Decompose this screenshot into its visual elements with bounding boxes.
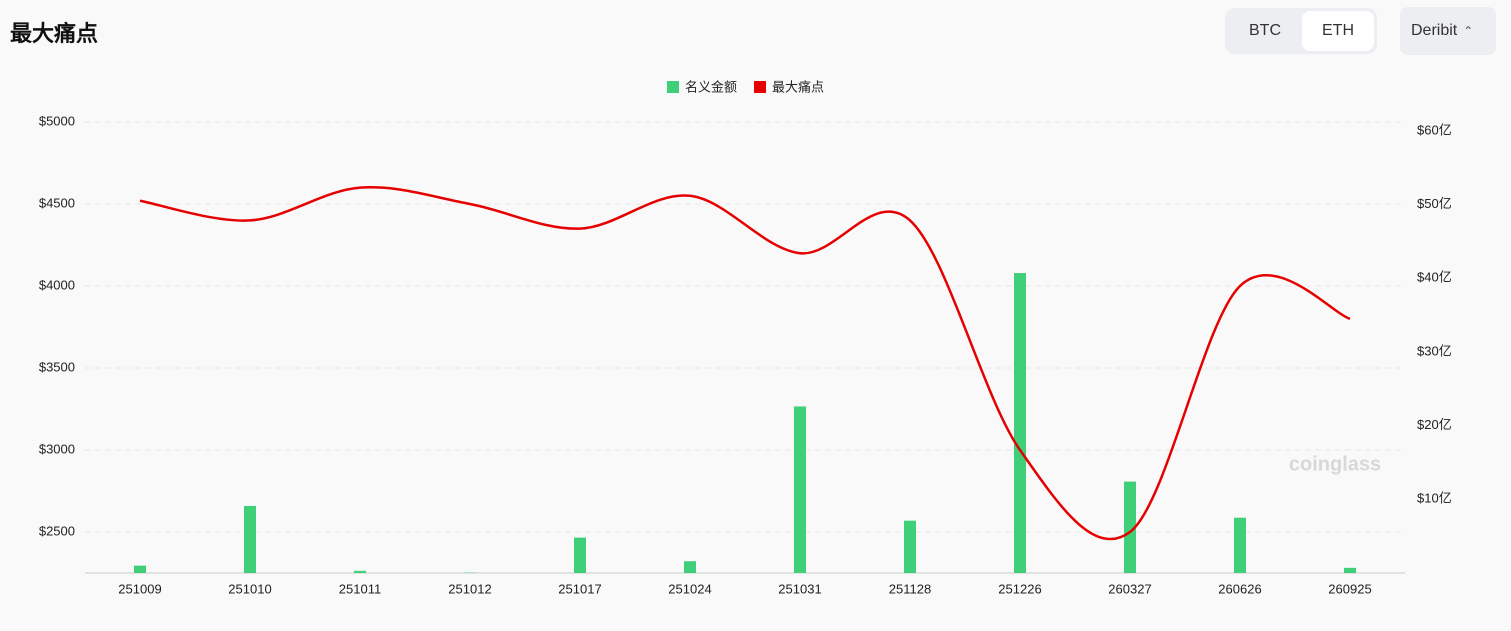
x-tick-label: 251010 [228,581,271,596]
bar [1124,481,1136,573]
line [139,185,1351,541]
y2-tick-label: $30亿 [1417,343,1452,358]
x-tick-label: 251031 [778,581,821,596]
bar [134,565,146,573]
x-tick-label: 251128 [889,581,931,596]
bar [684,561,696,573]
y-tick-label: $3500 [39,359,75,374]
bar [1014,273,1026,573]
y2-tick-label: $10亿 [1417,491,1452,506]
y-tick-label: $3000 [39,441,75,456]
legend-swatch [754,81,767,93]
tab-btc[interactable]: BTC [1249,22,1281,39]
bar [354,570,366,573]
exchange-select[interactable]: Deribit ⌃ [1400,7,1496,55]
x-tick-label: 251012 [448,581,491,596]
bar [794,406,806,573]
x-tick-label: 251024 [668,581,711,596]
legend-swatch [667,81,679,93]
bar [244,505,256,573]
y2-tick-label: $20亿 [1417,417,1452,432]
tab-eth[interactable]: ETH [1302,11,1374,51]
legend-label: 名义金额 [685,79,737,94]
exchange-label: Deribit [1411,22,1458,39]
y-tick-label: $2500 [39,523,75,538]
y2-tick-label: $40亿 [1417,270,1452,285]
bar [904,520,916,573]
x-tick-label: 251011 [339,581,381,596]
x-tick-label: 260626 [1218,581,1261,596]
watermark: coinglass [1289,453,1381,475]
bar [1344,567,1356,573]
dropdown-icon: ⌃ [1463,24,1474,38]
legend-label: 最大痛点 [772,79,824,94]
x-tick-label: 260925 [1328,581,1371,596]
y2-tick-label: $50亿 [1417,196,1452,211]
y-tick-label: $5000 [39,113,75,128]
page-title: 最大痛点 [10,21,99,46]
x-tick-label: 260327 [1108,581,1151,596]
x-tick-label: 251009 [118,581,161,596]
y-tick-label: $4000 [39,277,75,292]
bar [574,537,586,573]
y-tick-label: $4500 [39,195,75,210]
coin-tabs: BTC ETH [1225,8,1377,54]
x-tick-label: 251017 [558,581,601,596]
bar [1234,517,1246,573]
x-tick-label: 251226 [998,581,1041,596]
y2-tick-label: $60亿 [1417,122,1452,137]
